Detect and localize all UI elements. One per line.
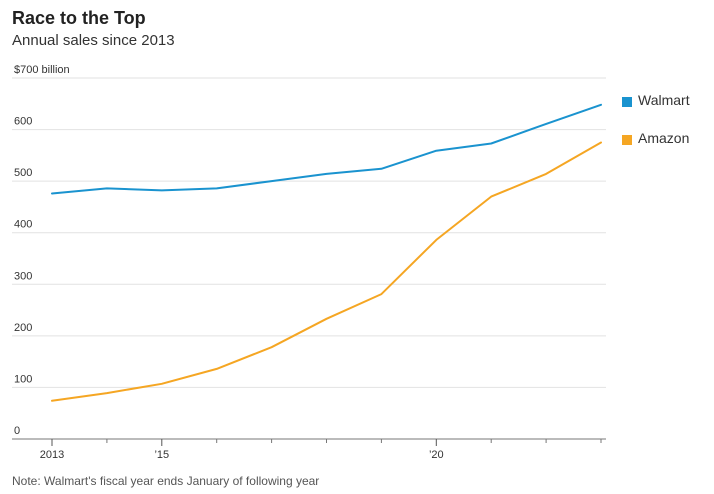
y-tick-label: 400 bbox=[14, 219, 32, 231]
x-tick-label: ’20 bbox=[429, 449, 444, 461]
series-line-amazon bbox=[51, 141, 602, 402]
series-lines bbox=[51, 103, 602, 402]
x-axis: 2013 ’15 ’20 bbox=[12, 438, 606, 461]
x-tick-label: ’15 bbox=[154, 449, 169, 461]
chart-title: Race to the Top bbox=[12, 8, 146, 28]
gridlines bbox=[12, 77, 606, 388]
legend-label-walmart: Walmart bbox=[638, 92, 690, 108]
x-tick-label: 2013 bbox=[40, 449, 64, 461]
chart-note: Note: Walmart's fiscal year ends January… bbox=[12, 474, 320, 488]
y-tick-label: 500 bbox=[14, 167, 32, 179]
y-tick-label: 600 bbox=[14, 116, 32, 128]
series-line-walmart bbox=[51, 103, 602, 195]
y-tick-label: 300 bbox=[14, 270, 32, 282]
y-tick-label: $700 billion bbox=[14, 64, 70, 76]
chart-subtitle: Annual sales since 2013 bbox=[12, 32, 175, 49]
legend-swatch-walmart bbox=[622, 97, 632, 107]
y-tick-label: 0 bbox=[14, 425, 20, 437]
y-axis-labels: 0 100 200 300 400 500 600 $700 billion bbox=[14, 64, 70, 437]
legend-label-amazon: Amazon bbox=[638, 130, 690, 146]
y-tick-label: 100 bbox=[14, 373, 32, 385]
legend-swatch-amazon bbox=[622, 135, 632, 145]
y-tick-label: 200 bbox=[14, 322, 32, 334]
